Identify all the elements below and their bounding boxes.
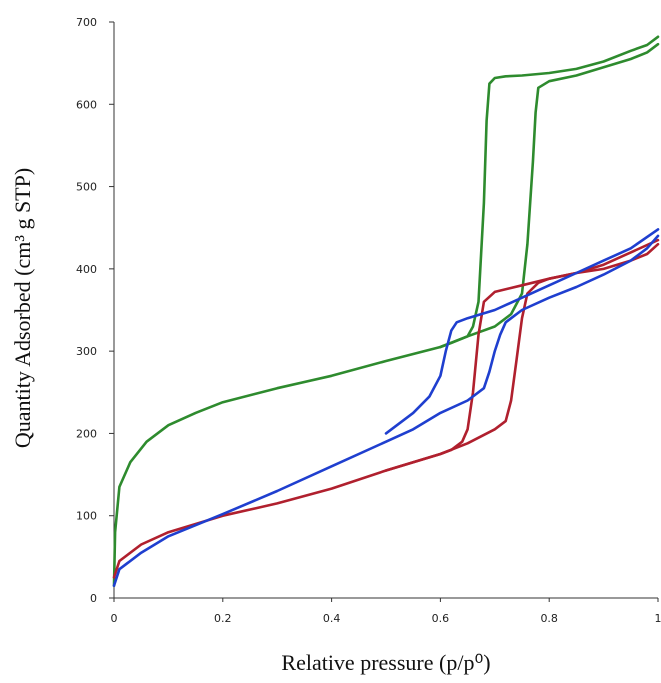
tick-labels: 0 0.2 0.4 0.6 0.8 1 0 100 200 300 400 500 600 700 (76, 16, 661, 625)
x-tick-label: 0 (111, 612, 118, 625)
series-1-adsorption-line (112, 42, 660, 587)
x-tick-label: 0.4 (323, 612, 341, 625)
x-tick-label: 1 (655, 612, 661, 625)
series-layer (112, 35, 660, 587)
x-tick-label: 0.2 (214, 612, 232, 625)
series-2-adsorption-line (112, 242, 660, 579)
series-1-desorption-line (439, 35, 660, 349)
y-tick-label: 300 (76, 345, 97, 358)
y-tick-label: 400 (76, 263, 97, 276)
y-axis-title: Quantity Adsorbed (cm³ g STP) (10, 168, 35, 448)
series-3-desorption-line (384, 228, 660, 435)
ticks (109, 21, 659, 602)
x-axis-title: Relative pressure (p/p⁰) (281, 650, 490, 675)
y-tick-label: 100 (76, 510, 97, 523)
series-3-adsorption-line (112, 234, 660, 587)
x-tick-label: 0.6 (432, 612, 450, 625)
y-tick-label: 0 (90, 592, 97, 605)
y-tick-label: 200 (76, 427, 97, 440)
series-2-desorption-line (384, 238, 660, 472)
y-tick-label: 500 (76, 181, 97, 194)
y-tick-label: 700 (76, 16, 97, 29)
y-tick-label: 600 (76, 98, 97, 111)
x-tick-label: 0.8 (540, 612, 558, 625)
axes (113, 22, 658, 599)
